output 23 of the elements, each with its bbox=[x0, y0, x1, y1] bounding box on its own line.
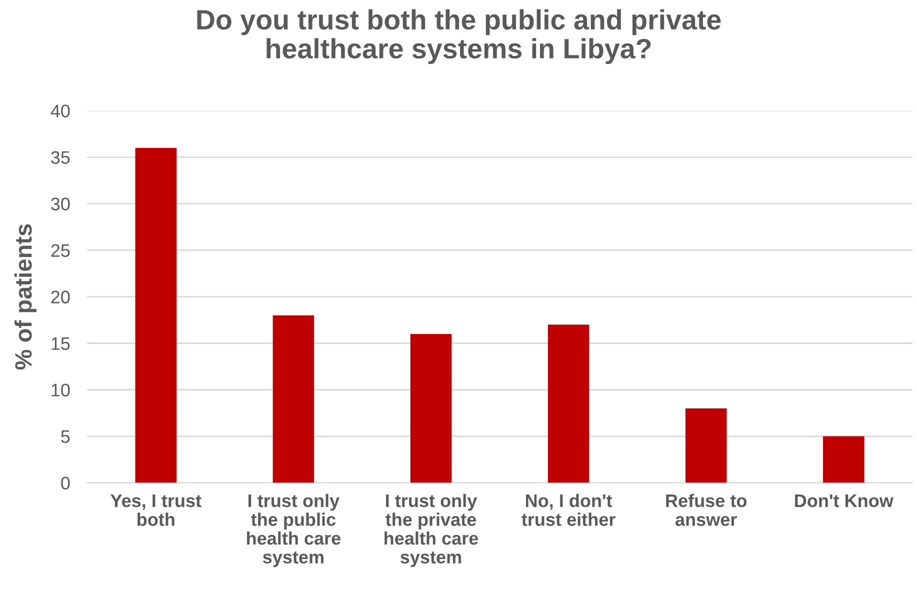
bar bbox=[685, 408, 727, 483]
y-tick-label: 20 bbox=[51, 290, 70, 304]
bar bbox=[548, 324, 590, 483]
y-tick-label: 30 bbox=[51, 198, 70, 210]
y-tick-label: 5 bbox=[61, 430, 70, 443]
y-axis-title: % of patients bbox=[14, 224, 36, 370]
x-tick-label: I trust only the private health care system bbox=[384, 494, 478, 568]
x-tick-label: Refuse to answer bbox=[666, 494, 747, 526]
x-tick-label: No, I don't trust either bbox=[522, 494, 616, 526]
y-tick-label: 40 bbox=[50, 104, 70, 118]
y-tick-label: 10 bbox=[52, 384, 70, 396]
bar bbox=[272, 315, 314, 483]
chart-title: Do you trust both the public and private healthcare systems in Libya? bbox=[197, 9, 721, 64]
bar bbox=[823, 436, 864, 483]
y-tick-label: 35 bbox=[51, 151, 70, 164]
x-tick-label: Don't Know bbox=[795, 494, 894, 508]
x-tick-label: I trust only the public health care system bbox=[247, 494, 340, 568]
bar bbox=[135, 148, 177, 483]
bar bbox=[410, 334, 452, 483]
y-tick-label: 0 bbox=[61, 476, 70, 490]
y-tick-label: 25 bbox=[51, 244, 70, 257]
y-tick-label: 15 bbox=[52, 337, 70, 350]
x-tick-label: Yes, I trust both bbox=[110, 494, 202, 526]
